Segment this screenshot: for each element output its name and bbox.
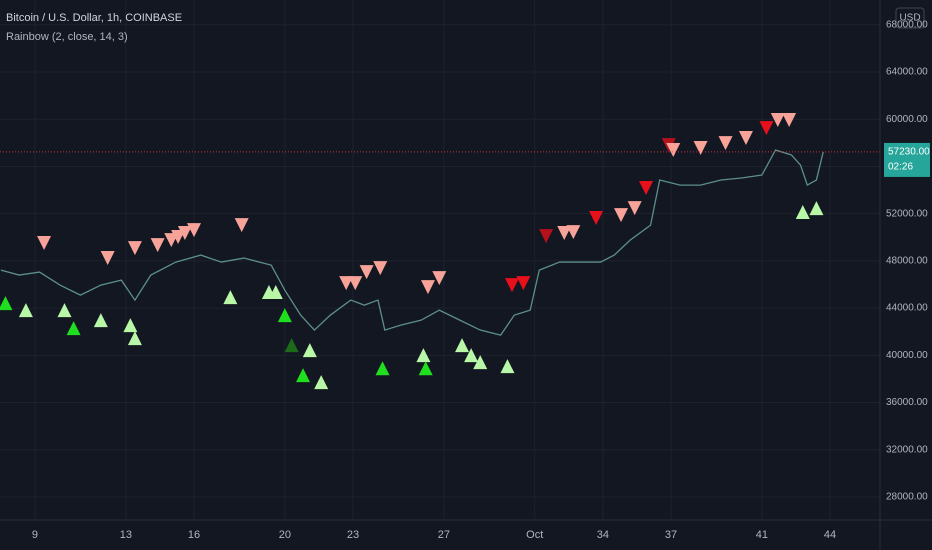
sell-marker (177, 226, 192, 241)
buy-marker (277, 308, 292, 323)
sell-marker (589, 211, 604, 226)
x-tick-label: 20 (279, 529, 291, 541)
buy-marker (0, 296, 13, 311)
x-tick-label: 16 (188, 529, 200, 541)
sell-marker (614, 208, 629, 223)
buy-marker (66, 321, 81, 336)
y-tick-label: 32000.00 (886, 444, 928, 455)
buy-marker (416, 348, 431, 363)
buy-marker (127, 331, 142, 346)
sell-marker (759, 121, 774, 136)
sell-marker (627, 201, 642, 216)
buy-marker (268, 285, 283, 300)
buy-marker (296, 368, 311, 383)
y-tick-label: 64000.00 (886, 67, 928, 78)
buy-marker (375, 361, 390, 376)
x-tick-label: 13 (120, 529, 132, 541)
sell-marker (557, 226, 572, 241)
sell-marker (738, 130, 753, 145)
x-tick-label: 44 (824, 529, 836, 541)
sell-marker (718, 136, 733, 151)
sell-marker (37, 236, 52, 251)
sell-marker (770, 113, 785, 128)
x-tick-label: 34 (597, 529, 609, 541)
last-price-label: 57230.00 (888, 147, 930, 158)
x-tick-label: 9 (32, 529, 38, 541)
x-tick-label: 23 (347, 529, 359, 541)
x-tick-label: 37 (665, 529, 677, 541)
chart-title: Bitcoin / U.S. Dollar, 1h, COINBASE (6, 12, 182, 24)
buy-marker (93, 313, 108, 328)
buy-marker (284, 338, 299, 353)
y-tick-label: 48000.00 (886, 256, 928, 267)
y-tick-label: 36000.00 (886, 397, 928, 408)
last-price-box (884, 142, 930, 177)
buy-marker (473, 355, 488, 370)
sell-marker (539, 229, 554, 244)
sell-marker (186, 223, 201, 238)
sell-marker (373, 261, 388, 276)
sell-marker (639, 181, 654, 196)
y-tick-label: 68000.00 (886, 19, 928, 30)
sell-marker (150, 238, 165, 253)
buy-marker (302, 343, 317, 358)
y-tick-label: 28000.00 (886, 492, 928, 503)
buy-marker (455, 338, 470, 353)
sell-marker (516, 276, 531, 291)
sell-marker (348, 276, 363, 291)
sell-marker (666, 143, 681, 158)
buy-marker (123, 318, 138, 333)
buy-marker (314, 375, 329, 390)
sell-marker (505, 278, 520, 293)
sell-marker (171, 230, 186, 245)
buy-marker (418, 361, 433, 376)
currency-button[interactable] (895, 7, 925, 29)
x-tick-label: 27 (438, 529, 450, 541)
buy-marker (500, 359, 515, 374)
price-line (0, 149, 824, 336)
sell-marker (782, 113, 797, 128)
sell-marker (432, 271, 447, 286)
indicator-label: Rainbow (2, close, 14, 3) (6, 31, 128, 43)
buy-marker (809, 201, 824, 216)
y-tick-label: 60000.00 (886, 114, 928, 125)
x-tick-label: 41 (756, 529, 768, 541)
sell-marker (100, 251, 115, 266)
sell-marker (693, 141, 708, 156)
currency-label[interactable]: USD (899, 13, 920, 24)
sell-marker (359, 265, 374, 280)
sell-marker (127, 241, 142, 256)
buy-marker (795, 205, 810, 220)
sell-marker (339, 276, 354, 291)
buy-marker (223, 290, 238, 305)
countdown-label: 02:26 (888, 162, 913, 173)
y-tick-label: 52000.00 (886, 208, 928, 219)
y-tick-label: 44000.00 (886, 303, 928, 314)
buy-marker (57, 303, 72, 318)
x-tick-label: Oct (526, 529, 543, 541)
buy-marker (18, 303, 33, 318)
buy-marker (464, 348, 479, 363)
sell-marker (234, 218, 249, 233)
y-tick-label: 40000.00 (886, 350, 928, 361)
sell-marker (420, 280, 435, 295)
sell-marker (566, 225, 581, 240)
